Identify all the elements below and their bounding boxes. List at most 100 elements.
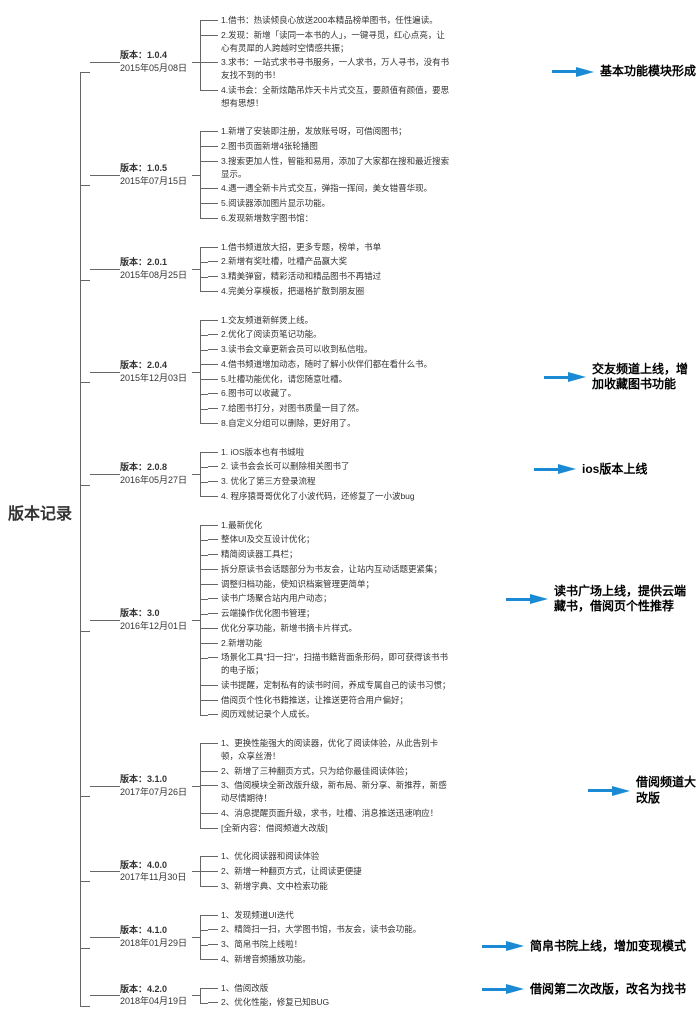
version-label: 版本：1.0.52015年07月15日 [120,121,200,228]
item-row: 借阅页个性化书籍推送，让推送更符合用户偏好； [208,694,451,707]
item-text: 8.自定义分组可以删除，更好用了。 [221,417,356,430]
callout: 交友频道上线，增加收藏图书功能 [568,362,697,393]
arrow-icon [506,941,524,951]
arrow-icon [612,786,630,796]
item-row: 2、新增了三种翻页方式，只为给你最佳阅读体验； [208,765,451,778]
item-row: 5.阅读器添加图片显示功能。 [208,197,451,210]
item-text: 2、优化性能，修复已知BUG [221,996,329,1009]
version-name: 版本：2.0.4 [120,359,200,372]
item-row: 2.发现：新增「读同一本书的人」，一键寻觅，红心点亮，让心有灵犀的人跨越时空情感… [208,29,451,55]
version-date: 2017年11月30日 [120,871,200,884]
item-connector [208,334,218,335]
item-connector [208,90,218,91]
items-bracket [200,846,208,896]
item-row: 2.优化了阅读页笔记功能。 [208,328,432,341]
version-date: 2015年12月03日 [120,372,200,385]
item-text: 5.吐槽功能优化，请您随意吐槽。 [221,373,347,386]
item-row: 2.新增有奖吐槽，吐槽产品赢大奖 [208,255,381,268]
version-name: 版本：4.0.0 [120,859,200,872]
item-text: 3.精美弹窗，精彩活动和精品图书不再错过 [221,270,381,283]
items-bracket [200,121,208,228]
item-row: 4.遇一遇全新卡片式交互，弹指一挥间，美女错晋华现。 [208,182,451,195]
item-row: 阅历戏就记录个人成长。 [208,708,451,721]
versions-column: 版本：1.0.42015年05月08日1.借书：热读倾良心放送200本精品榜单图… [90,10,697,1013]
version-block: 版本：2.0.82016年05月27日1. iOS版本也有书城啦2. 读书会会长… [90,442,697,507]
callout-text: 读书广场上线，提供云端藏书，借阅页个性推荐 [554,584,697,615]
item-connector [208,584,218,585]
arrow-icon [576,67,594,77]
item-text: 优化分享功能，新增书摘卡片样式。 [221,622,357,635]
item-row: 场景化工具"扫一扫"，扫描书籍背面条形码，即可获得该书书的电子版； [208,651,451,677]
item-connector [208,959,218,960]
item-row: 6.发现新增数字图书馆： [208,212,451,225]
item-row: 调整归档功能，使知识档案管理更简单； [208,578,451,591]
version-date: 2016年05月27日 [120,474,200,487]
version-block: 版本：1.0.42015年05月08日1.借书：热读倾良心放送200本精品榜单图… [90,10,697,113]
item-connector [208,657,218,658]
item-row: 2、优化性能，修复已知BUG [208,996,329,1009]
item-connector [208,131,218,132]
item-row: 3.求书：一站式求书寻书服务，一人求书，万人寻书，没有书友找不到的书！ [208,56,451,82]
callout: 读书广场上线，提供云端藏书，借阅页个性推荐 [530,584,697,615]
items-bracket [200,442,208,507]
item-row: 3、简帛书院上线啦！ [208,938,421,951]
item-text: 2、新增一种翻页方式，让阅读更便捷 [221,865,362,878]
items-list: 1.新增了安装即注册，发放账号呀，可借阅图书；2.图书页面新增4张轮播图3.搜索… [208,121,451,228]
item-text: 4、消息提醒页面升级，求书，吐槽、消息推送迅速响应！ [221,807,438,820]
item-connector [208,785,218,786]
item-text: 1、发现频道UI迭代 [221,909,294,922]
item-connector [208,871,218,872]
item-row: 2. 读书会会长可以删除相关图书了 [208,460,415,473]
item-connector [208,856,218,857]
version-history-tree: 版本记录 版本：1.0.42015年05月08日1.借书：热读倾良心放送200本… [0,10,697,1013]
items-list: 1、借阅改版2、优化性能，修复已知BUG [208,978,329,1014]
version-date: 2018年01月29日 [120,937,200,950]
version-name: 版本：1.0.4 [120,49,200,62]
item-text: 1.借书频道放大招，更多专题，榜单，书单 [221,241,381,254]
item-text: 2.图书页面新增4张轮播图 [221,140,318,153]
item-row: 1. iOS版本也有书城啦 [208,446,415,459]
item-text: 云端操作优化图书管理； [221,607,315,620]
version-block: 版本：4.1.02018年01月29日1、发现频道UI迭代2、精简扫一扫，大学图… [90,905,697,970]
item-text: 2. 读书会会长可以删除相关图书了 [221,460,349,473]
item-connector [208,481,218,482]
item-connector [208,276,218,277]
item-row: 3.搜索更加人性，智能和易用，添加了大家都在搜和最近搜索显示。 [208,155,451,181]
version-block: 版本：2.0.12015年08月25日 1.借书频道放大招，更多专题，榜单，书单2… [90,237,697,302]
item-connector [208,393,218,394]
item-text: 1. iOS版本也有书城啦 [221,446,304,459]
item-row: 6.图书可以收藏了。 [208,387,432,400]
item-text: 7.给图书打分，对图书质量一目了然。 [221,402,364,415]
item-row: 2、新增一种翻页方式，让阅读更便捷 [208,865,362,878]
item-connector [208,349,218,350]
item-connector [208,944,218,945]
item-text: 1、优化阅读器和阅读体验 [221,850,319,863]
item-text: 4.完美分享模板，把逼格扩散到朋友圈 [221,285,364,298]
item-text: 1、更换性能强大的阅读器，优化了阅读体验，从此告别卡顿，众享丝滑！ [221,737,451,763]
item-text: 调整归档功能，使知识档案管理更简单； [221,578,374,591]
item-connector [208,188,218,189]
version-connector [90,10,120,113]
item-connector [208,1002,218,1003]
version-label: 版本：1.0.42015年05月08日 [120,10,200,113]
item-text: 2、精简扫一扫，大学图书馆，书友会，读书会功能。 [221,923,421,936]
item-connector [208,685,218,686]
item-connector [208,466,218,467]
item-row: 2、精简扫一扫，大学图书馆，书友会，读书会功能。 [208,923,421,936]
item-row: 精简阅读器工具栏； [208,548,451,561]
item-row: 优化分享功能，新增书摘卡片样式。 [208,622,451,635]
item-text: 2、新增了三种翻页方式，只为给你最佳阅读体验； [221,765,413,778]
items-bracket [200,237,208,302]
items-bracket [200,978,208,1014]
item-text: 4.遇一遇全新卡片式交互，弹指一挥间，美女错晋华现。 [221,182,432,195]
item-text: 3.读书会文章更新会员可以收到私信啦。 [221,343,373,356]
item-connector [208,423,218,424]
item-connector [208,988,218,989]
version-name: 版本：3.0 [120,607,200,620]
item-text: 场景化工具"扫一扫"，扫描书籍背面条形码，即可获得该书书的电子版； [221,651,451,677]
item-text: 3. 优化了第三方登录流程 [221,475,315,488]
arrow-icon [506,984,524,994]
version-label: 版本：2.0.12015年08月25日 [120,237,200,302]
arrow-icon [530,594,548,604]
item-connector [208,813,218,814]
